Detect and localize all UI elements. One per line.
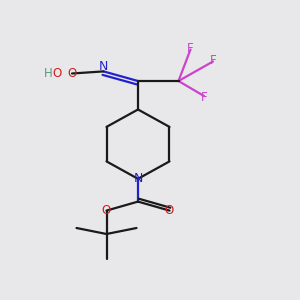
Text: O: O xyxy=(68,67,76,80)
Text: N: N xyxy=(133,172,143,185)
Text: F: F xyxy=(201,91,207,104)
Text: O: O xyxy=(102,204,111,217)
Text: F: F xyxy=(210,53,216,67)
Text: N: N xyxy=(99,59,108,73)
Text: F: F xyxy=(187,41,194,55)
Text: O: O xyxy=(52,67,62,80)
Text: H: H xyxy=(44,67,52,80)
Text: O: O xyxy=(165,204,174,217)
